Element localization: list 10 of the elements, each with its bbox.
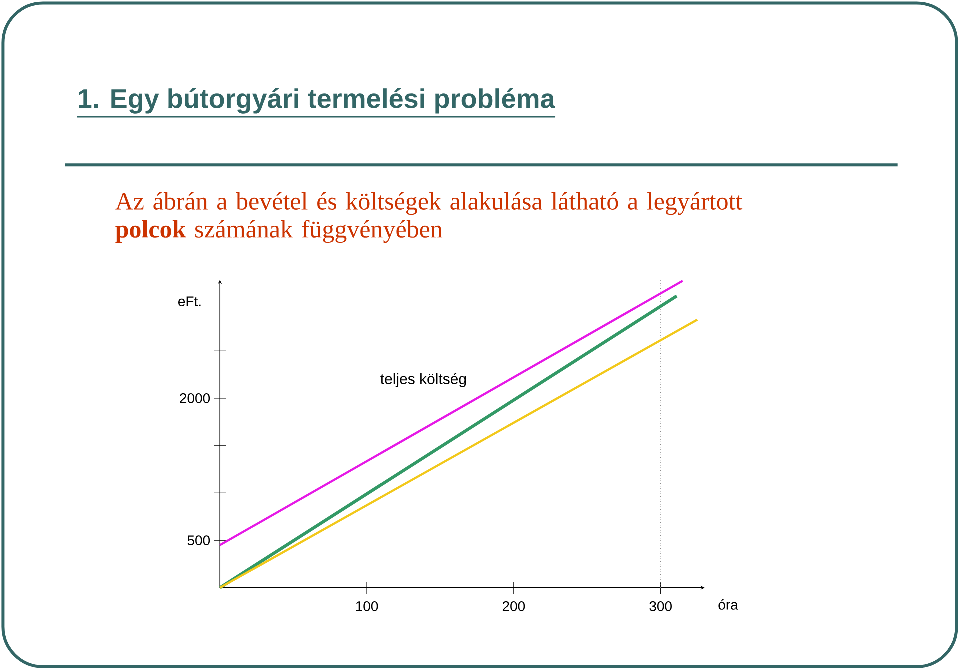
chart-title: 1. Egy bútorgyári termelési probléma [79,88,556,114]
chart-subtitle: Az ábrán a bevétel és költségek alakulása látható a legyártott polcok számának függvényében [116,192,743,244]
x-tick-label: 100 [356,601,378,612]
y-axis-title: eFt. [178,296,201,306]
x-axis-title: óra [718,599,738,610]
annotation: teljes költség [380,373,466,388]
y-tick-label: 2000 [180,393,210,404]
x-tick-label: 200 [502,601,526,612]
x-tick-label: 300 [650,601,672,612]
y-tick-label: 500 [188,536,210,546]
